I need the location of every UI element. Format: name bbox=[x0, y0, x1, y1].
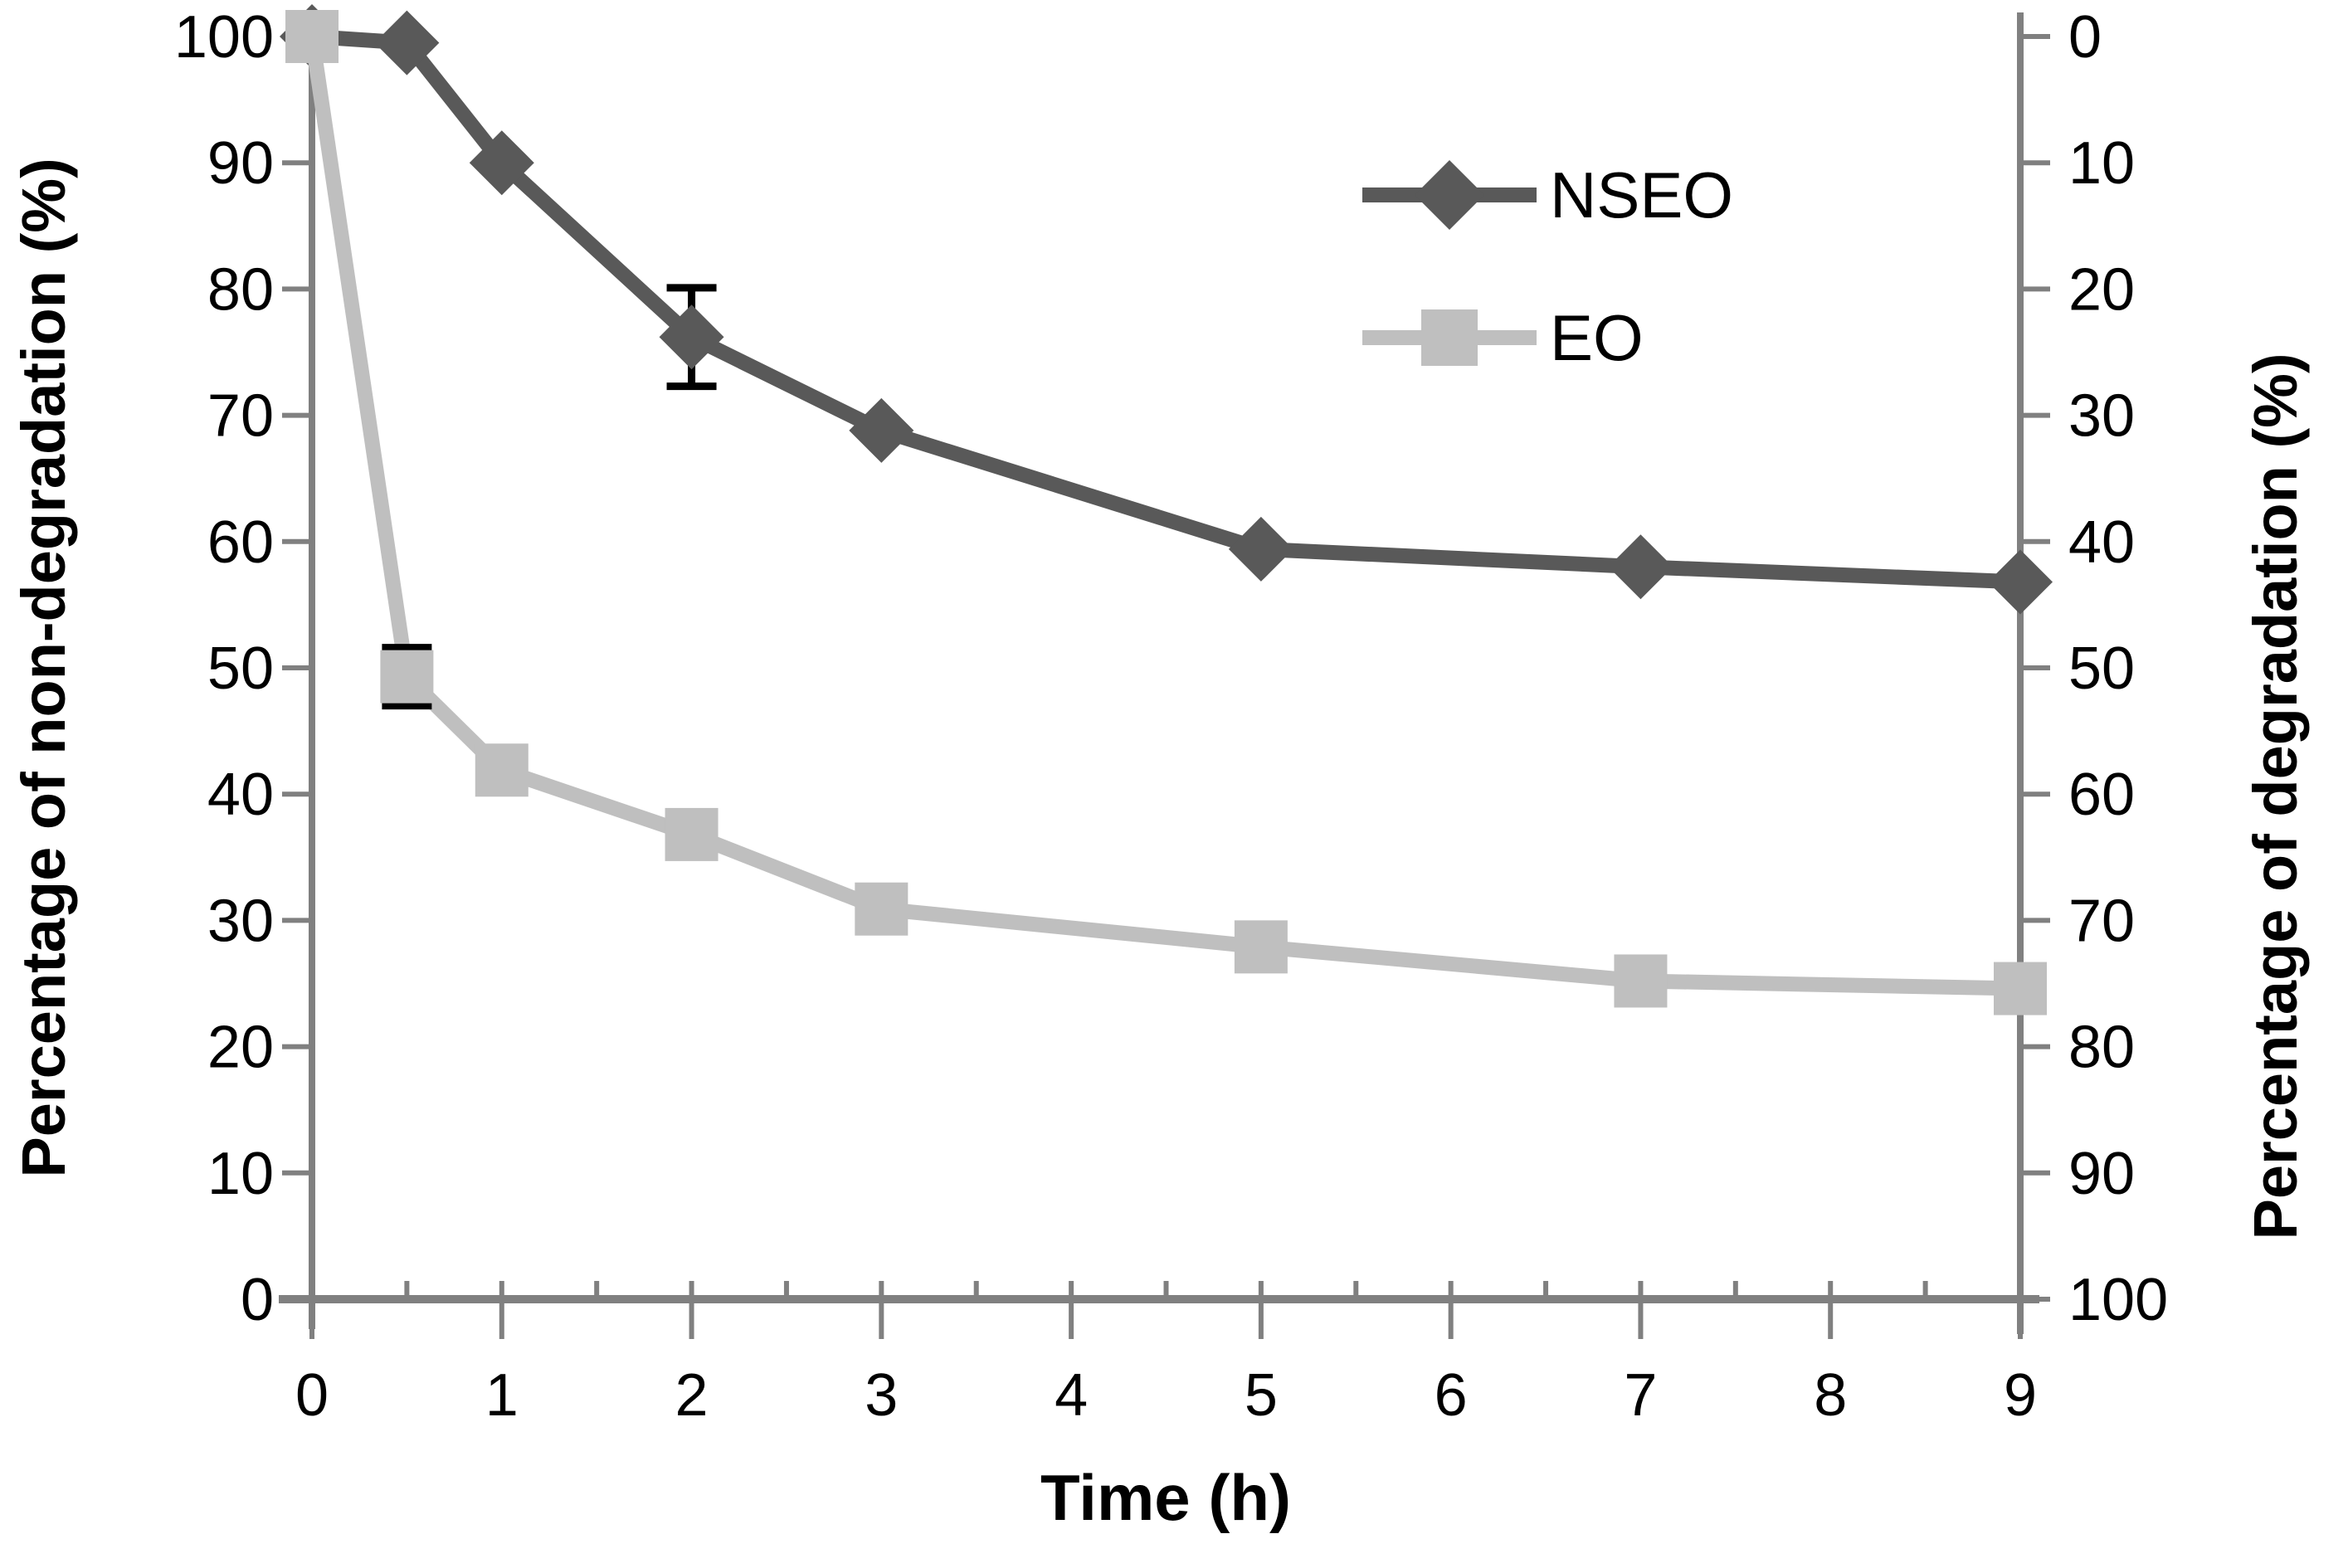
y-axis-left-tick-label: 80 bbox=[207, 256, 274, 323]
data-point-diamond bbox=[849, 397, 914, 463]
data-point-square bbox=[1234, 920, 1288, 974]
y-axis-right-tick-label: 0 bbox=[2068, 4, 2102, 71]
data-point-square bbox=[380, 650, 434, 704]
y-axis-left-tick-label: 20 bbox=[207, 1015, 274, 1081]
y-axis-left-tick-label: 70 bbox=[207, 383, 274, 450]
y-axis-left-title: Percentage of non-degradation (%) bbox=[9, 158, 78, 1177]
y-axis-right-tick-label: 30 bbox=[2068, 383, 2135, 450]
x-axis-tick-label: 1 bbox=[485, 1362, 519, 1429]
data-point-square bbox=[1614, 954, 1668, 1008]
data-point-square bbox=[475, 743, 529, 797]
data-point-diamond bbox=[1988, 549, 2053, 615]
y-axis-right-tick-label: 50 bbox=[2068, 635, 2135, 702]
y-axis-right-tick-label: 20 bbox=[2068, 256, 2135, 323]
x-axis-tick-label: 8 bbox=[1814, 1362, 1847, 1429]
data-point-diamond bbox=[1228, 516, 1293, 582]
data-point-square bbox=[1994, 962, 2047, 1015]
x-axis-tick-label: 5 bbox=[1245, 1362, 1278, 1429]
y-axis-right-tick-label: 10 bbox=[2068, 130, 2135, 197]
legend-square-icon bbox=[1421, 309, 1478, 366]
series-line-nseo bbox=[311, 29, 2021, 590]
legend-item-nseo: NSEO bbox=[1362, 158, 1733, 231]
x-axis-tick-label: 7 bbox=[1624, 1362, 1657, 1429]
legend-label-eo: EO bbox=[1550, 301, 1644, 374]
y-axis-left-tick-label: 30 bbox=[207, 888, 274, 954]
data-point-diamond bbox=[374, 10, 440, 75]
y-axis-right-tick-label: 90 bbox=[2068, 1141, 2135, 1207]
data-point-diamond bbox=[659, 304, 724, 370]
legend-item-eo: EO bbox=[1362, 301, 1644, 374]
x-axis-tick-label: 4 bbox=[1055, 1362, 1088, 1429]
y-axis-left-tick-label: 50 bbox=[207, 635, 274, 702]
y-axis-left-tick-label: 90 bbox=[207, 130, 274, 197]
y-axis-right-title: Percentage of degradation (%) bbox=[2241, 353, 2310, 1239]
y-axis-right-tick-label: 80 bbox=[2068, 1015, 2135, 1081]
data-point-diamond bbox=[469, 130, 534, 196]
series-eo bbox=[285, 10, 2047, 1015]
y-axis-left-tick-label: 60 bbox=[207, 509, 274, 576]
data-point-square bbox=[285, 10, 339, 63]
legend: NSEO EO bbox=[1362, 158, 1733, 374]
y-axis-left-tick-label: 0 bbox=[241, 1267, 274, 1333]
y-axis-left-tick-label: 100 bbox=[174, 4, 274, 71]
y-axis-right-tick-label: 70 bbox=[2068, 888, 2135, 954]
x-axis-tick-label: 2 bbox=[675, 1362, 709, 1429]
y-axis-right-tick-label: 100 bbox=[2068, 1267, 2168, 1333]
data-point-diamond bbox=[1608, 534, 1673, 600]
y-axis-left-tick-label: 40 bbox=[207, 762, 274, 828]
x-axis: 0 1 2 3 4 5 6 7 8 9 bbox=[279, 1281, 2039, 1429]
data-point-square bbox=[855, 882, 909, 936]
x-axis-title: Time (h) bbox=[1040, 1461, 1291, 1534]
x-axis-tick-label: 9 bbox=[2004, 1362, 2037, 1429]
x-axis-tick-label: 6 bbox=[1435, 1362, 1468, 1429]
series-nseo bbox=[280, 4, 2053, 615]
y-axis-left-tick-label: 10 bbox=[207, 1141, 274, 1207]
y-axis-right-tick-label: 60 bbox=[2068, 762, 2135, 828]
y-axis-right: 0 10 20 30 40 50 60 70 80 90 100 bbox=[2017, 4, 2168, 1334]
legend-diamond-icon bbox=[1415, 160, 1484, 230]
y-axis-left: 0 10 20 30 40 50 60 70 80 90 100 bbox=[174, 4, 315, 1333]
data-point-square bbox=[665, 807, 719, 861]
x-axis-tick-label: 0 bbox=[295, 1362, 329, 1429]
y-axis-right-tick-label: 40 bbox=[2068, 509, 2135, 576]
legend-label-nseo: NSEO bbox=[1550, 158, 1733, 231]
x-axis-tick-label: 3 bbox=[865, 1362, 898, 1429]
